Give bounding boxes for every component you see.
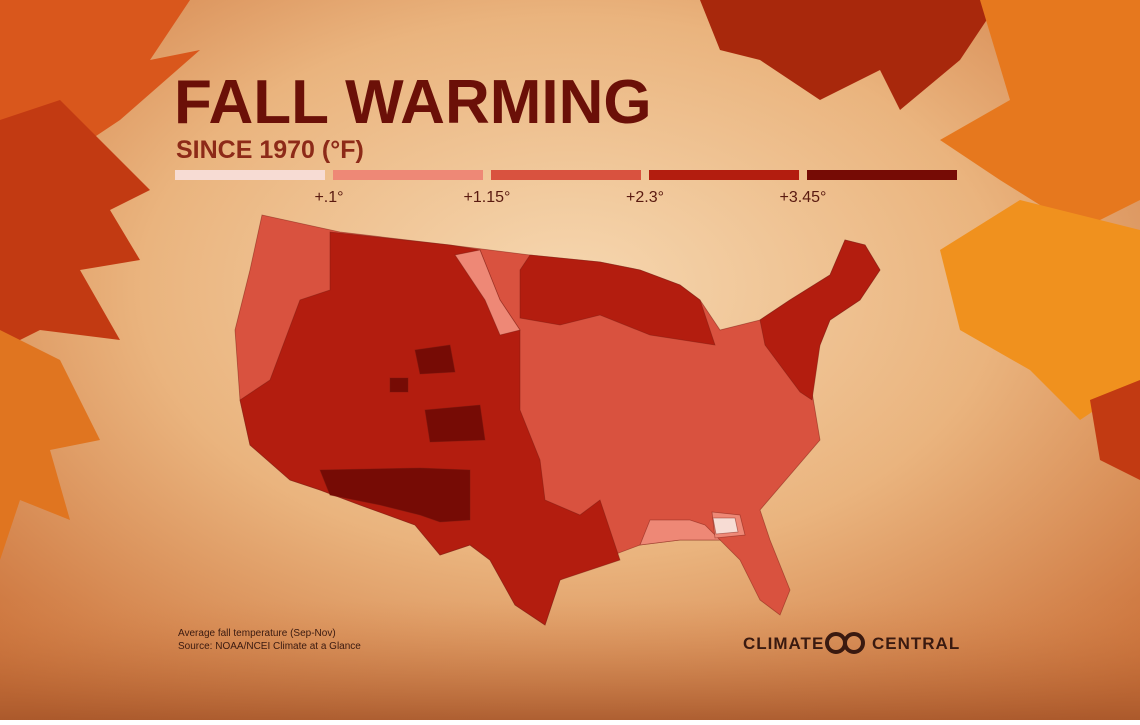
- map-region: [712, 517, 739, 535]
- map-region: [639, 519, 721, 546]
- footnote: Average fall temperature (Sep-Nov): [178, 628, 336, 639]
- legend-swatch: [807, 170, 957, 180]
- legend-swatch: [175, 170, 325, 180]
- map-region: [319, 467, 471, 523]
- brand-left: CLIMATE: [743, 634, 824, 653]
- leaf: [0, 330, 100, 560]
- legend-label: +.1°: [314, 189, 343, 206]
- brand-right: CENTRAL: [872, 634, 960, 653]
- map-region: [759, 239, 881, 401]
- legend-swatch: [649, 170, 799, 180]
- map-region: [519, 254, 716, 346]
- legend-swatch: [333, 170, 483, 180]
- leaf: [1090, 380, 1140, 480]
- wood-floor: [0, 600, 1140, 720]
- leaf: [940, 200, 1140, 420]
- brand-logo: [825, 632, 865, 654]
- map-region: [414, 344, 456, 375]
- title: FALL WARMING: [174, 68, 652, 137]
- map-region: [424, 404, 486, 443]
- leaf: [700, 0, 1000, 110]
- subtitle: SINCE 1970 (°F): [176, 136, 364, 164]
- source: Source: NOAA/NCEI Climate at a Glance: [178, 641, 361, 652]
- us-map: [234, 214, 881, 626]
- map-region: [454, 249, 521, 336]
- leaves: [0, 0, 1140, 560]
- map-region: [389, 377, 409, 393]
- leaf: [940, 0, 1140, 230]
- legend-label: +2.3°: [626, 189, 664, 206]
- legend-label: +3.45°: [780, 189, 827, 206]
- legend-swatch: [491, 170, 641, 180]
- legend: +.1° +1.15° +2.3° +3.45°: [175, 170, 957, 206]
- logo-ring: [843, 632, 865, 654]
- leaf: [0, 100, 150, 350]
- legend-label: +1.15°: [464, 189, 511, 206]
